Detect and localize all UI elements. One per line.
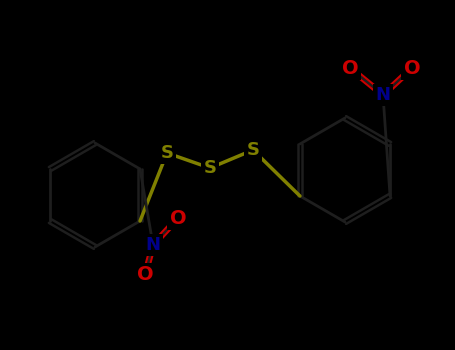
Text: S: S [161,144,173,162]
Text: O: O [170,209,186,228]
Text: O: O [136,266,153,285]
Text: N: N [146,236,161,254]
Text: S: S [247,141,259,159]
Text: S: S [203,159,217,177]
Text: O: O [404,58,420,77]
Text: O: O [342,58,359,77]
Text: N: N [375,86,390,104]
